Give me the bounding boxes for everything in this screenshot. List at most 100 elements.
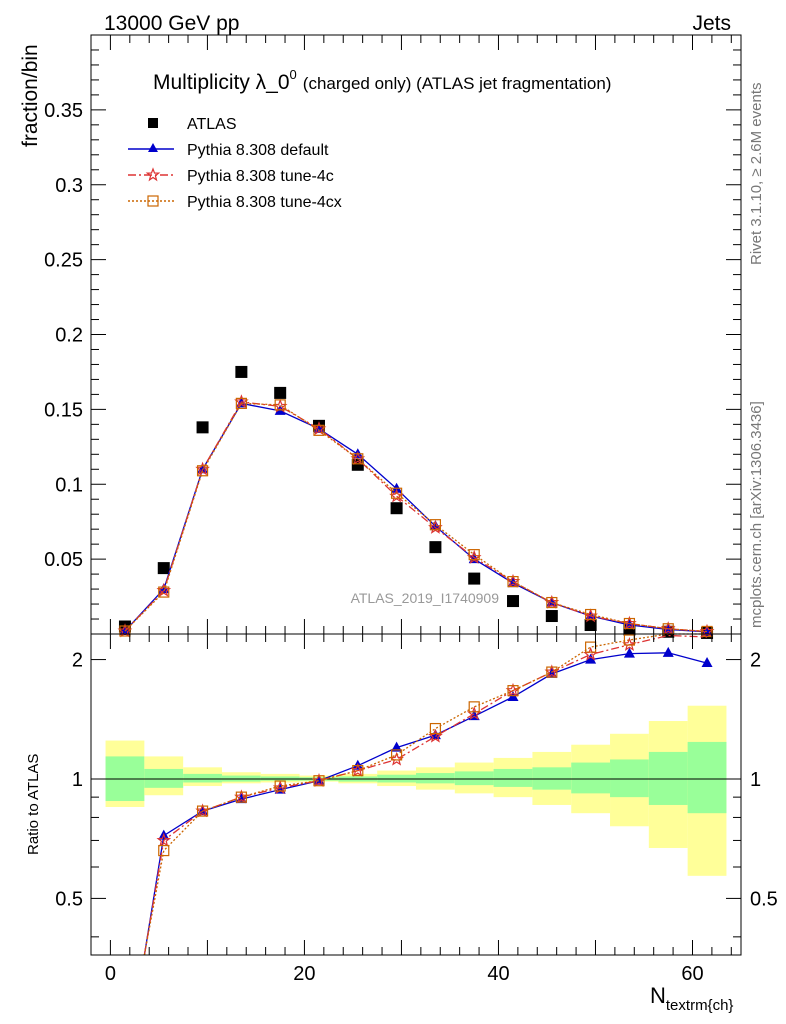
main-plot-marks	[117, 365, 715, 639]
main-ytick-label: 0.25	[44, 250, 83, 272]
main-tune4c-point	[272, 398, 288, 413]
ratio-tune4cx-point	[507, 685, 519, 697]
main-tune4cx-point	[701, 625, 713, 638]
rivet-label: Rivet 3.1.10, ≥ 2.6M events	[748, 83, 765, 266]
ratio-tune4c-point	[234, 789, 249, 804]
legend-marker-tune4c	[145, 167, 161, 182]
ratio-tune4cx-point	[274, 780, 286, 792]
ratio-tune4c-point	[311, 772, 327, 788]
ratio-band-inner	[416, 773, 455, 784]
plot-title-sup: 0	[290, 67, 297, 82]
main-tune4cx-point	[313, 424, 325, 436]
ratio-tune4cx-point	[468, 701, 480, 713]
main-tune4cx-point	[623, 617, 636, 630]
main-tune4c-point	[234, 394, 249, 409]
main-tune4c-point	[583, 608, 598, 623]
main-atlas-point	[274, 386, 287, 399]
main-tune4cx-point	[119, 625, 131, 637]
x-axis-label: Ntextrm{ch}	[650, 983, 733, 1014]
analysis-watermark: ATLAS_2019_I1740909	[351, 590, 500, 606]
main-ytick-label: 0.3	[55, 175, 83, 197]
legend: ATLAS Pythia 8.308 default Pythia 8.308 …	[128, 116, 342, 211]
ratio-xtick-label: 60	[681, 963, 703, 985]
legend-marker-default	[148, 143, 158, 152]
ratio-ytick-label-right: 1	[750, 769, 761, 791]
ratio-ylabel: Ratio to ATLAS	[25, 754, 42, 855]
ratio-ytick-label-left: 2	[72, 650, 83, 672]
legend-marker-tune4cx	[147, 195, 159, 207]
ratio-tune4cx-point	[313, 775, 325, 787]
main-atlas-point	[390, 502, 403, 515]
ratio-tune4cx-point	[546, 666, 558, 678]
main-tune4cx-point	[235, 397, 247, 409]
ratio-axis-ticks: 0.5 0.51 12 20 20 40 60	[55, 634, 778, 985]
plot-title-main: Multiplicity λ_0	[153, 71, 290, 94]
ratio-tune4c-point	[350, 762, 366, 777]
main-tune4c-point	[505, 573, 521, 588]
plot-title: Multiplicity λ_00 (charged only) (ATLAS j…	[153, 67, 611, 94]
x-axis-label-sub: textrm{ch}	[666, 997, 734, 1014]
ratio-tune4cx-point	[196, 805, 209, 817]
ratio-band-inner	[493, 768, 533, 787]
ratio-default-point	[391, 741, 403, 752]
main-ylabel: fraction/bin	[19, 44, 42, 147]
ratio-band-inner	[454, 771, 494, 786]
ratio-band-inner	[571, 762, 611, 794]
ratio-line-tune4c	[143, 634, 708, 956]
main-tune4cx-point	[390, 487, 403, 499]
main-atlas-point	[545, 610, 558, 623]
main-tune4cx-point	[507, 575, 519, 588]
main-tune4cx-point	[158, 586, 170, 598]
ratio-tune4c-point	[156, 832, 172, 847]
ratio-xtick-label: 20	[293, 963, 315, 985]
ratio-tune4cx-point	[429, 722, 442, 735]
main-tune4cx-point	[546, 596, 558, 609]
ratio-default-point	[585, 653, 597, 664]
ratio-xtick-label: 40	[487, 963, 509, 985]
ratio-tune4cx-point	[235, 791, 247, 803]
ratio-tune4cx-point	[158, 844, 170, 857]
x-axis-label-base: N	[650, 983, 666, 1008]
ratio-ytick-label-left: 0.5	[55, 888, 83, 910]
main-tune4c-point	[350, 451, 366, 465]
ratio-tune4cx-point	[390, 749, 403, 761]
ratio-line-default	[143, 652, 708, 956]
main-tune4cx-point	[196, 465, 209, 477]
ratio-default-point	[662, 646, 674, 657]
plot-title-paren: (charged only) (ATLAS jet fragmentation)	[303, 74, 612, 93]
main-atlas-point	[235, 365, 248, 378]
main-atlas-point	[507, 595, 520, 608]
main-atlas-point	[468, 572, 481, 585]
main-tune4cx-point	[429, 519, 442, 531]
main-tune4c-point	[622, 615, 637, 630]
ratio-ytick-label-right: 0.5	[750, 888, 778, 910]
ratio-ytick-label-left: 1	[72, 769, 83, 791]
ratio-default-point	[701, 657, 713, 668]
ratio-band-inner	[183, 773, 222, 783]
main-ytick-label: 0.35	[44, 100, 83, 122]
legend-label-atlas: ATLAS	[187, 116, 237, 133]
main-tune4c-point	[544, 594, 560, 609]
ratio-band-inner	[648, 751, 688, 805]
main-atlas-point	[196, 421, 209, 434]
main-line-tune4cx	[124, 402, 708, 633]
legend-marker-atlas	[148, 118, 158, 128]
ratio-tune4c-point	[389, 751, 404, 766]
legend-label-tune4cx: Pythia 8.308 tune-4cx	[187, 194, 342, 211]
ratio-frame	[90, 633, 742, 956]
header-left: 13000 GeV pp	[104, 12, 239, 35]
mcplots-label: mcplots.cern.ch [arXiv:1306.3436]	[748, 401, 765, 628]
ratio-tune4c-point	[272, 780, 288, 795]
main-atlas-point	[157, 562, 170, 575]
main-tune4cx-point	[585, 608, 597, 621]
ratio-default-point	[623, 647, 635, 658]
main-tune4cx-point	[468, 549, 480, 561]
ratio-tune4c-point	[544, 664, 560, 679]
main-tune4cx-point	[352, 453, 364, 465]
ratio-tune4c-point	[505, 682, 521, 697]
main-atlas-point	[429, 541, 442, 554]
ratio-band-inner	[687, 741, 727, 814]
ratio-band-inner	[144, 768, 184, 788]
main-atlas-point	[584, 619, 597, 632]
